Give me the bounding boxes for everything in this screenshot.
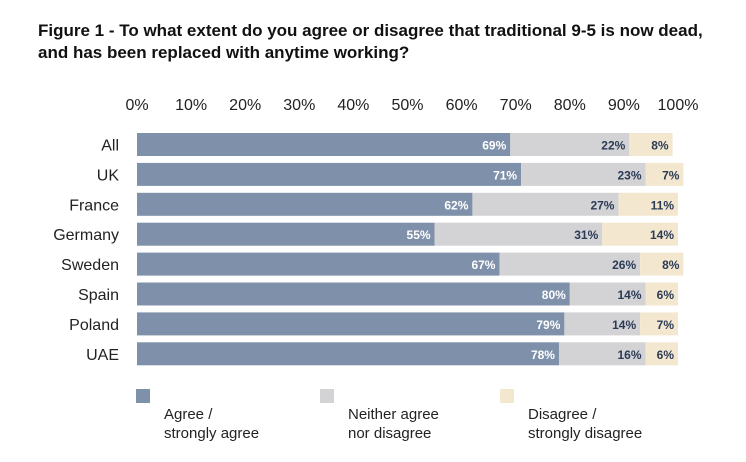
legend-swatch-agree [136, 389, 150, 403]
legend-item-agree: Agree / strongly agree [136, 386, 259, 462]
legend-label-disagree: Disagree / strongly disagree [528, 406, 643, 442]
bar-segment [137, 222, 435, 246]
data-label: 26% [612, 258, 636, 272]
bar-segment [510, 133, 630, 156]
bar-segment [618, 192, 678, 216]
data-label: 7% [662, 168, 680, 182]
legend-swatch-neither [320, 389, 334, 403]
data-label: 7% [657, 318, 675, 332]
bar-segment [137, 282, 570, 306]
legend-item-disagree: Disagree / strongly disagree [500, 386, 642, 462]
data-label: 27% [590, 198, 614, 212]
x-tick-label: 30% [283, 97, 315, 114]
legend-label-neither: Neither agree nor disagree [348, 406, 439, 442]
bar-segment [645, 282, 678, 306]
bar-segment [602, 222, 678, 246]
bar-segment [137, 312, 565, 336]
data-label: 11% [651, 198, 675, 212]
data-label: 8% [662, 258, 680, 272]
category-label: Poland [69, 317, 119, 334]
bar-segment [558, 342, 646, 366]
data-label: 55% [407, 228, 431, 242]
data-label: 14% [612, 318, 636, 332]
data-label: 78% [531, 348, 555, 362]
data-label: 14% [650, 228, 674, 242]
data-label: 80% [542, 288, 566, 302]
bar-segment [434, 222, 603, 246]
legend-item-neither: Neither agree nor disagree [320, 386, 439, 462]
data-label: 62% [444, 198, 468, 212]
data-label: 23% [618, 168, 642, 182]
x-tick-label: 40% [337, 97, 369, 114]
bar-segment [564, 312, 641, 336]
bar-segment [569, 282, 646, 306]
bar-segment [499, 252, 641, 276]
category-label: UK [97, 167, 120, 184]
bar-segment [137, 342, 559, 366]
bar-segment [629, 133, 673, 156]
data-label: 67% [471, 258, 495, 272]
category-label: Sweden [61, 257, 119, 274]
bar-segment [137, 192, 473, 216]
category-label: Spain [78, 287, 119, 304]
x-tick-label: 80% [554, 97, 586, 114]
data-label: 31% [574, 228, 598, 242]
x-tick-label: 90% [608, 97, 640, 114]
x-tick-label: 50% [391, 97, 423, 114]
data-label: 69% [482, 139, 506, 153]
bar-segment [640, 252, 684, 276]
data-label: 16% [618, 348, 642, 362]
category-label: Germany [53, 227, 119, 244]
x-tick-label: 70% [500, 97, 532, 114]
data-label: 22% [601, 139, 625, 153]
data-label: 8% [651, 139, 669, 153]
category-label: UAE [86, 347, 119, 364]
bar-segment [472, 192, 619, 216]
bar-segment [137, 162, 522, 186]
data-label: 71% [493, 168, 517, 182]
bar-segment [645, 342, 678, 366]
data-label: 14% [618, 288, 642, 302]
data-label: 6% [657, 348, 675, 362]
data-label: 79% [536, 318, 560, 332]
bar-segment [645, 162, 684, 186]
category-label: All [101, 138, 119, 155]
legend-swatch-disagree [500, 389, 514, 403]
bar-segment [137, 133, 511, 156]
bar-segment [137, 252, 500, 276]
x-tick-label: 10% [175, 97, 207, 114]
category-label: France [69, 197, 119, 214]
legend-label-agree: Agree / strongly agree [164, 406, 260, 442]
data-label: 6% [657, 288, 675, 302]
bar-segment [640, 312, 678, 336]
x-tick-label: 0% [125, 97, 148, 114]
chart-title: Figure 1 - To what extent do you agree o… [38, 21, 703, 62]
x-tick-label: 60% [446, 97, 478, 114]
x-tick-label: 100% [658, 97, 699, 114]
x-tick-label: 20% [229, 97, 261, 114]
bar-segment [521, 162, 646, 186]
